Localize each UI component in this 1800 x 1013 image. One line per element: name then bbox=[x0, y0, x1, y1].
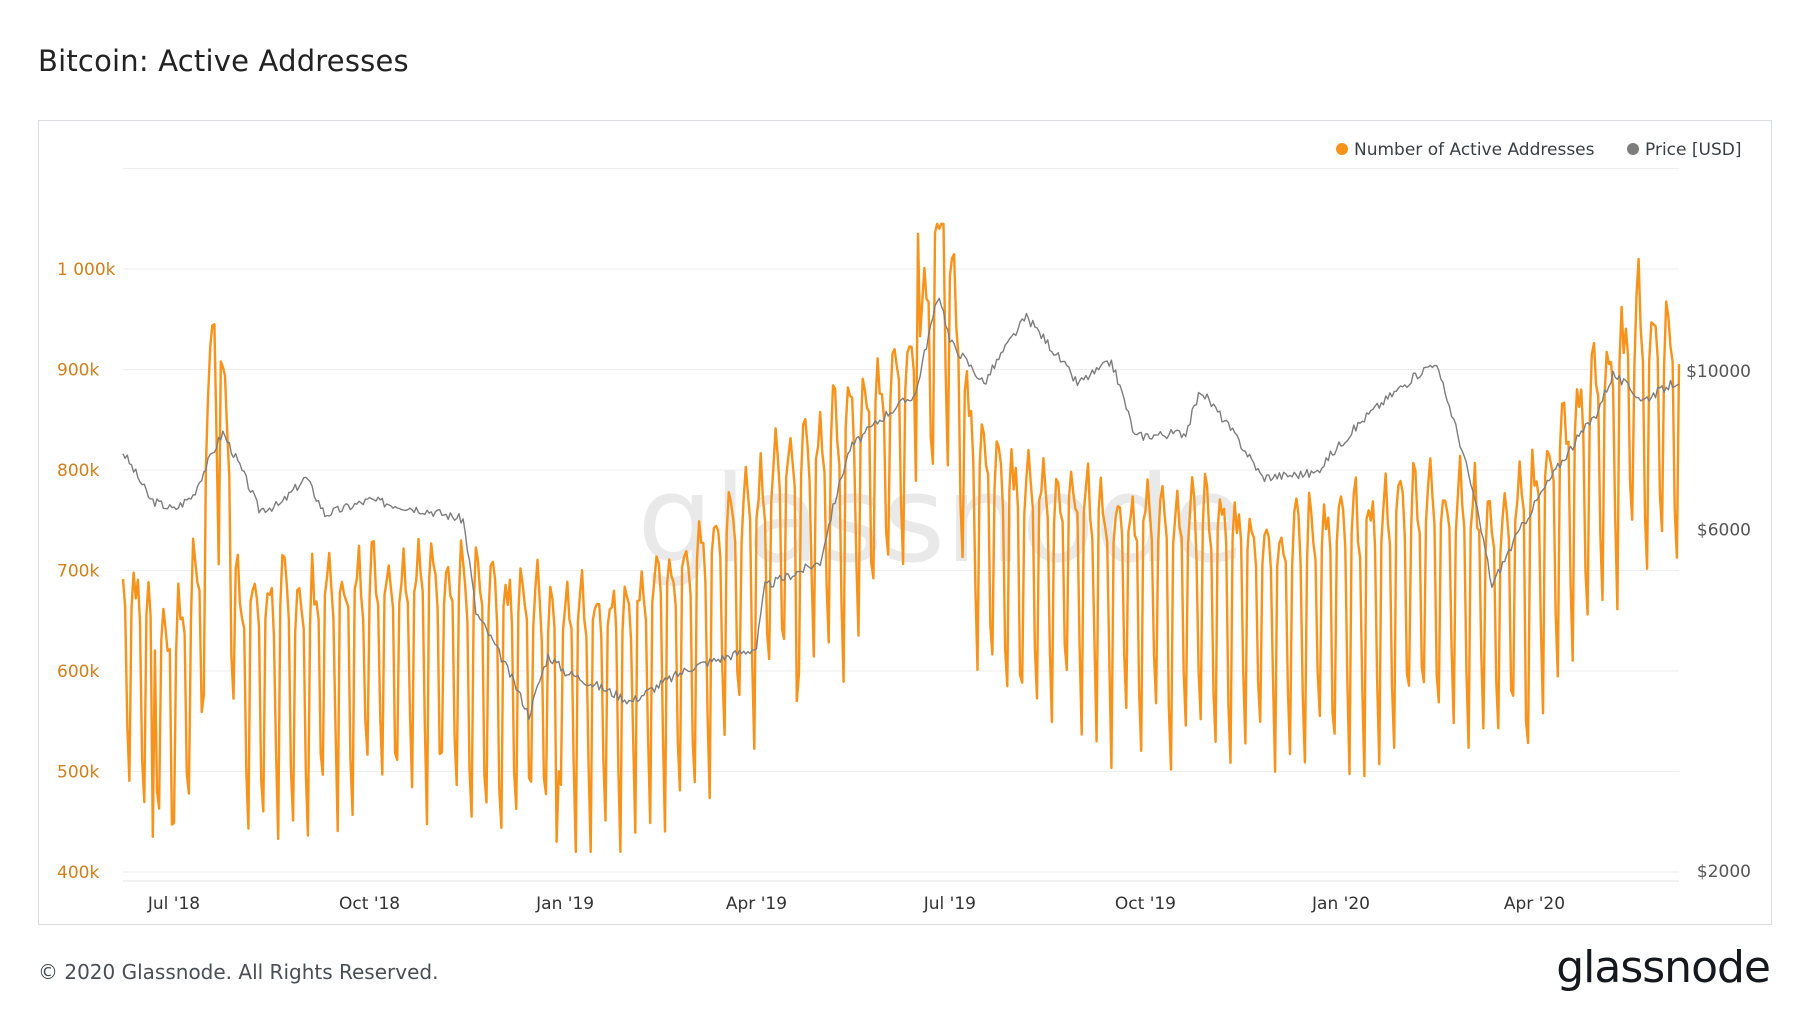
copyright-footer: © 2020 Glassnode. All Rights Reserved. bbox=[38, 960, 439, 984]
legend-label-price: Price [USD] bbox=[1645, 140, 1741, 160]
price-line bbox=[122, 297, 1680, 721]
x-tick-label: Apr '19 bbox=[726, 894, 787, 914]
y-left-tick-label: 800k bbox=[57, 461, 99, 481]
active-addresses-line bbox=[121, 222, 1681, 854]
legend-marker-active-addresses bbox=[1336, 143, 1348, 155]
x-tick-label: Jul '19 bbox=[923, 894, 976, 914]
x-tick-label: Jan '19 bbox=[535, 894, 594, 914]
x-tick-label: Oct '18 bbox=[339, 894, 400, 914]
y-left-tick-label: 500k bbox=[57, 763, 99, 783]
legend-label-active-addresses: Number of Active Addresses bbox=[1354, 140, 1595, 160]
page-title: Bitcoin: Active Addresses bbox=[38, 44, 409, 78]
y-left-tick-label: 700k bbox=[57, 562, 99, 582]
y-left-tick-label: 900k bbox=[57, 361, 99, 381]
chart-panel: glassnode 400k 500k 600k 700k 800k 900k 1 000k $… bbox=[38, 120, 1772, 925]
y-right-tick-label: $6000 bbox=[1697, 521, 1751, 541]
y-left-tick-label: 600k bbox=[57, 662, 99, 682]
glassnode-logo: glassnode bbox=[1556, 942, 1771, 993]
x-tick-label: Jan '20 bbox=[1311, 894, 1370, 914]
y-right-tick-label: $2000 bbox=[1697, 862, 1751, 882]
x-tick-label: Apr '20 bbox=[1504, 894, 1565, 914]
y-left-tick-label: 1 000k bbox=[57, 260, 116, 280]
y-right-tick-label: $10000 bbox=[1686, 362, 1751, 382]
x-tick-label: Jul '18 bbox=[147, 894, 200, 914]
legend-marker-price bbox=[1627, 143, 1639, 155]
x-tick-label: Oct '19 bbox=[1115, 894, 1176, 914]
y-left-tick-label: 400k bbox=[57, 863, 99, 883]
